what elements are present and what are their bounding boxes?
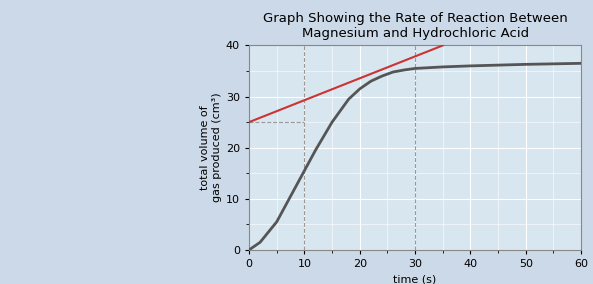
Y-axis label: total volume of
gas produced (cm³): total volume of gas produced (cm³) [200,93,222,202]
X-axis label: time (s): time (s) [394,275,436,284]
Title: Graph Showing the Rate of Reaction Between
Magnesium and Hydrochloric Acid: Graph Showing the Rate of Reaction Betwe… [263,12,568,40]
